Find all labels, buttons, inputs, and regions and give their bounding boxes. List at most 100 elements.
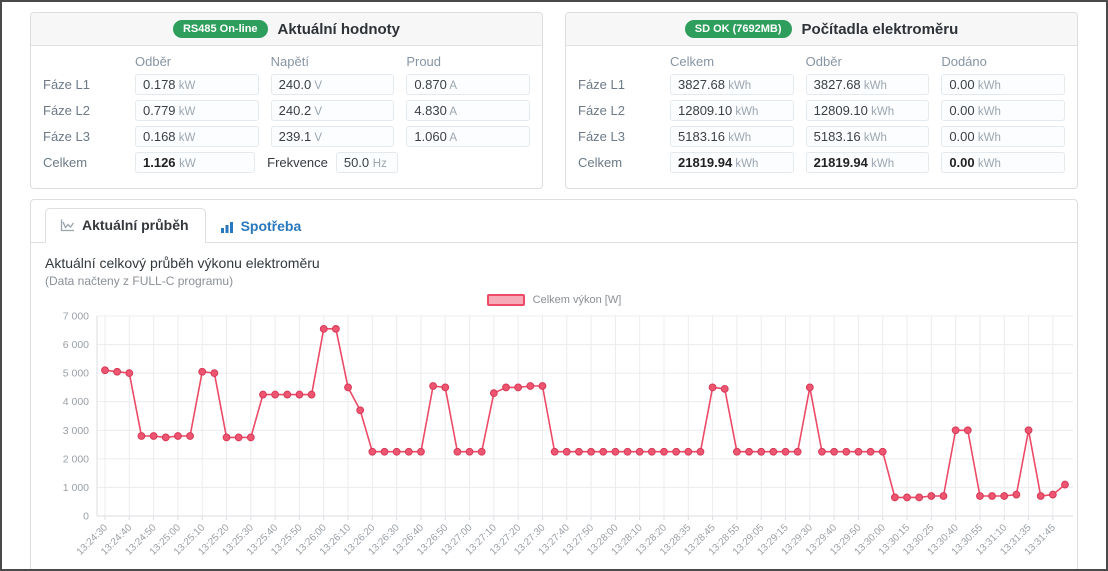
data-point[interactable] <box>1024 426 1033 435</box>
data-point[interactable] <box>1061 480 1069 489</box>
data-point[interactable] <box>502 383 510 392</box>
tab-spotreba[interactable]: Spotřeba <box>206 210 318 243</box>
table-row: Fáze L1 0.178 kW 240.0 V 0.870 A <box>43 74 530 95</box>
data-point[interactable] <box>392 447 401 456</box>
current-values-rows: Fáze L1 0.178 kW 240.0 V 0.870 A Fáze L2 0.77… <box>43 74 530 147</box>
data-point[interactable] <box>696 447 705 456</box>
data-point[interactable] <box>927 492 936 500</box>
data-point[interactable] <box>635 447 644 456</box>
data-point[interactable] <box>149 432 158 440</box>
data-point[interactable] <box>976 492 984 500</box>
data-point[interactable] <box>246 433 255 442</box>
data-point[interactable] <box>429 382 438 390</box>
data-point[interactable] <box>380 447 389 456</box>
row-label: Fáze L2 <box>43 103 90 118</box>
data-point[interactable] <box>198 367 207 376</box>
column-header: Odběr <box>135 54 172 69</box>
data-point[interactable] <box>441 383 450 392</box>
data-point[interactable] <box>647 447 656 456</box>
data-point[interactable] <box>720 384 729 393</box>
data-point[interactable] <box>708 383 717 392</box>
data-point[interactable] <box>417 447 425 456</box>
data-point[interactable] <box>866 447 875 456</box>
data-point[interactable] <box>331 324 340 333</box>
data-point[interactable] <box>903 493 911 502</box>
data-point[interactable] <box>453 447 462 456</box>
y-axis-tick-label: 2 000 <box>63 453 89 465</box>
data-point[interactable] <box>404 447 413 456</box>
data-point[interactable] <box>526 382 535 390</box>
data-point[interactable] <box>368 447 377 456</box>
data-point[interactable] <box>575 447 583 456</box>
column-header: Proud <box>406 54 442 69</box>
data-point[interactable] <box>101 366 109 375</box>
data-point[interactable] <box>344 383 352 392</box>
current-values-body: Odběr Napětí Proud Fáze L1 0.178 kW 240.0 … <box>31 46 542 188</box>
tab-aktualni-prubeh[interactable]: Aktuální průběh <box>45 208 206 243</box>
data-point[interactable] <box>878 447 887 456</box>
data-point[interactable] <box>113 367 122 376</box>
data-point[interactable] <box>830 447 839 456</box>
table-row: Fáze L2 0.779 kW 240.2 V 4.830 A <box>43 100 530 121</box>
table-row: Celkem 21819.94 kWh 21819.94 kWh 0.00 kWh <box>578 152 1065 173</box>
value-field: 5183.16 kWh <box>670 126 794 147</box>
data-point[interactable] <box>562 447 571 456</box>
data-point[interactable] <box>745 447 753 456</box>
current-values-total-row: Celkem 1.126 kW Frekvence 50.0 Hz <box>43 152 530 173</box>
data-point[interactable] <box>963 426 972 435</box>
data-point[interactable] <box>939 492 948 500</box>
data-point[interactable] <box>623 447 632 456</box>
series-line <box>104 328 1066 499</box>
data-point[interactable] <box>1036 492 1045 500</box>
data-point[interactable] <box>854 447 863 456</box>
data-point[interactable] <box>356 406 365 415</box>
data-point[interactable] <box>1000 492 1009 500</box>
data-point[interactable] <box>137 432 146 440</box>
data-point[interactable] <box>234 433 243 442</box>
data-point[interactable] <box>319 324 328 333</box>
data-point[interactable] <box>684 447 693 456</box>
data-point[interactable] <box>295 390 304 399</box>
data-point[interactable] <box>805 383 814 392</box>
meter-counters-panel: SD OK (7692MB) Počítadla elektroměru Cel… <box>565 12 1078 189</box>
data-point[interactable] <box>793 447 802 456</box>
data-point[interactable] <box>611 447 620 456</box>
data-point[interactable] <box>307 390 316 399</box>
data-point[interactable] <box>271 390 280 399</box>
data-point[interactable] <box>672 447 681 456</box>
data-point[interactable] <box>465 447 474 456</box>
data-point[interactable] <box>489 389 498 398</box>
value-field: 1.060 A <box>406 126 530 147</box>
data-point[interactable] <box>599 447 608 456</box>
data-point[interactable] <box>186 432 194 440</box>
data-point[interactable] <box>283 390 292 399</box>
data-point[interactable] <box>587 447 595 456</box>
data-point[interactable] <box>538 382 547 390</box>
data-point[interactable] <box>769 447 778 456</box>
data-point[interactable] <box>1012 490 1021 499</box>
data-point[interactable] <box>757 447 766 456</box>
data-point[interactable] <box>660 447 668 456</box>
data-point[interactable] <box>259 390 267 399</box>
data-point[interactable] <box>818 447 826 456</box>
data-point[interactable] <box>550 447 559 456</box>
data-point[interactable] <box>842 447 851 456</box>
data-point[interactable] <box>161 433 170 442</box>
data-point[interactable] <box>222 433 231 442</box>
data-point[interactable] <box>781 447 790 456</box>
data-point[interactable] <box>174 432 182 440</box>
value-field: 0.178 kW <box>135 74 259 95</box>
data-point[interactable] <box>514 383 523 392</box>
data-point[interactable] <box>210 369 219 378</box>
data-point[interactable] <box>477 447 486 456</box>
data-point[interactable] <box>890 493 899 502</box>
chart-legend[interactable]: Celkem výkon [W] <box>31 294 1077 306</box>
value-field: 12809.10 kWh <box>805 100 930 121</box>
data-point[interactable] <box>915 493 924 502</box>
data-point[interactable] <box>732 447 741 456</box>
data-point[interactable] <box>951 426 960 435</box>
y-axis-tick-label: 0 <box>83 511 89 523</box>
data-point[interactable] <box>1048 490 1057 499</box>
data-point[interactable] <box>125 369 134 378</box>
data-point[interactable] <box>988 492 996 500</box>
